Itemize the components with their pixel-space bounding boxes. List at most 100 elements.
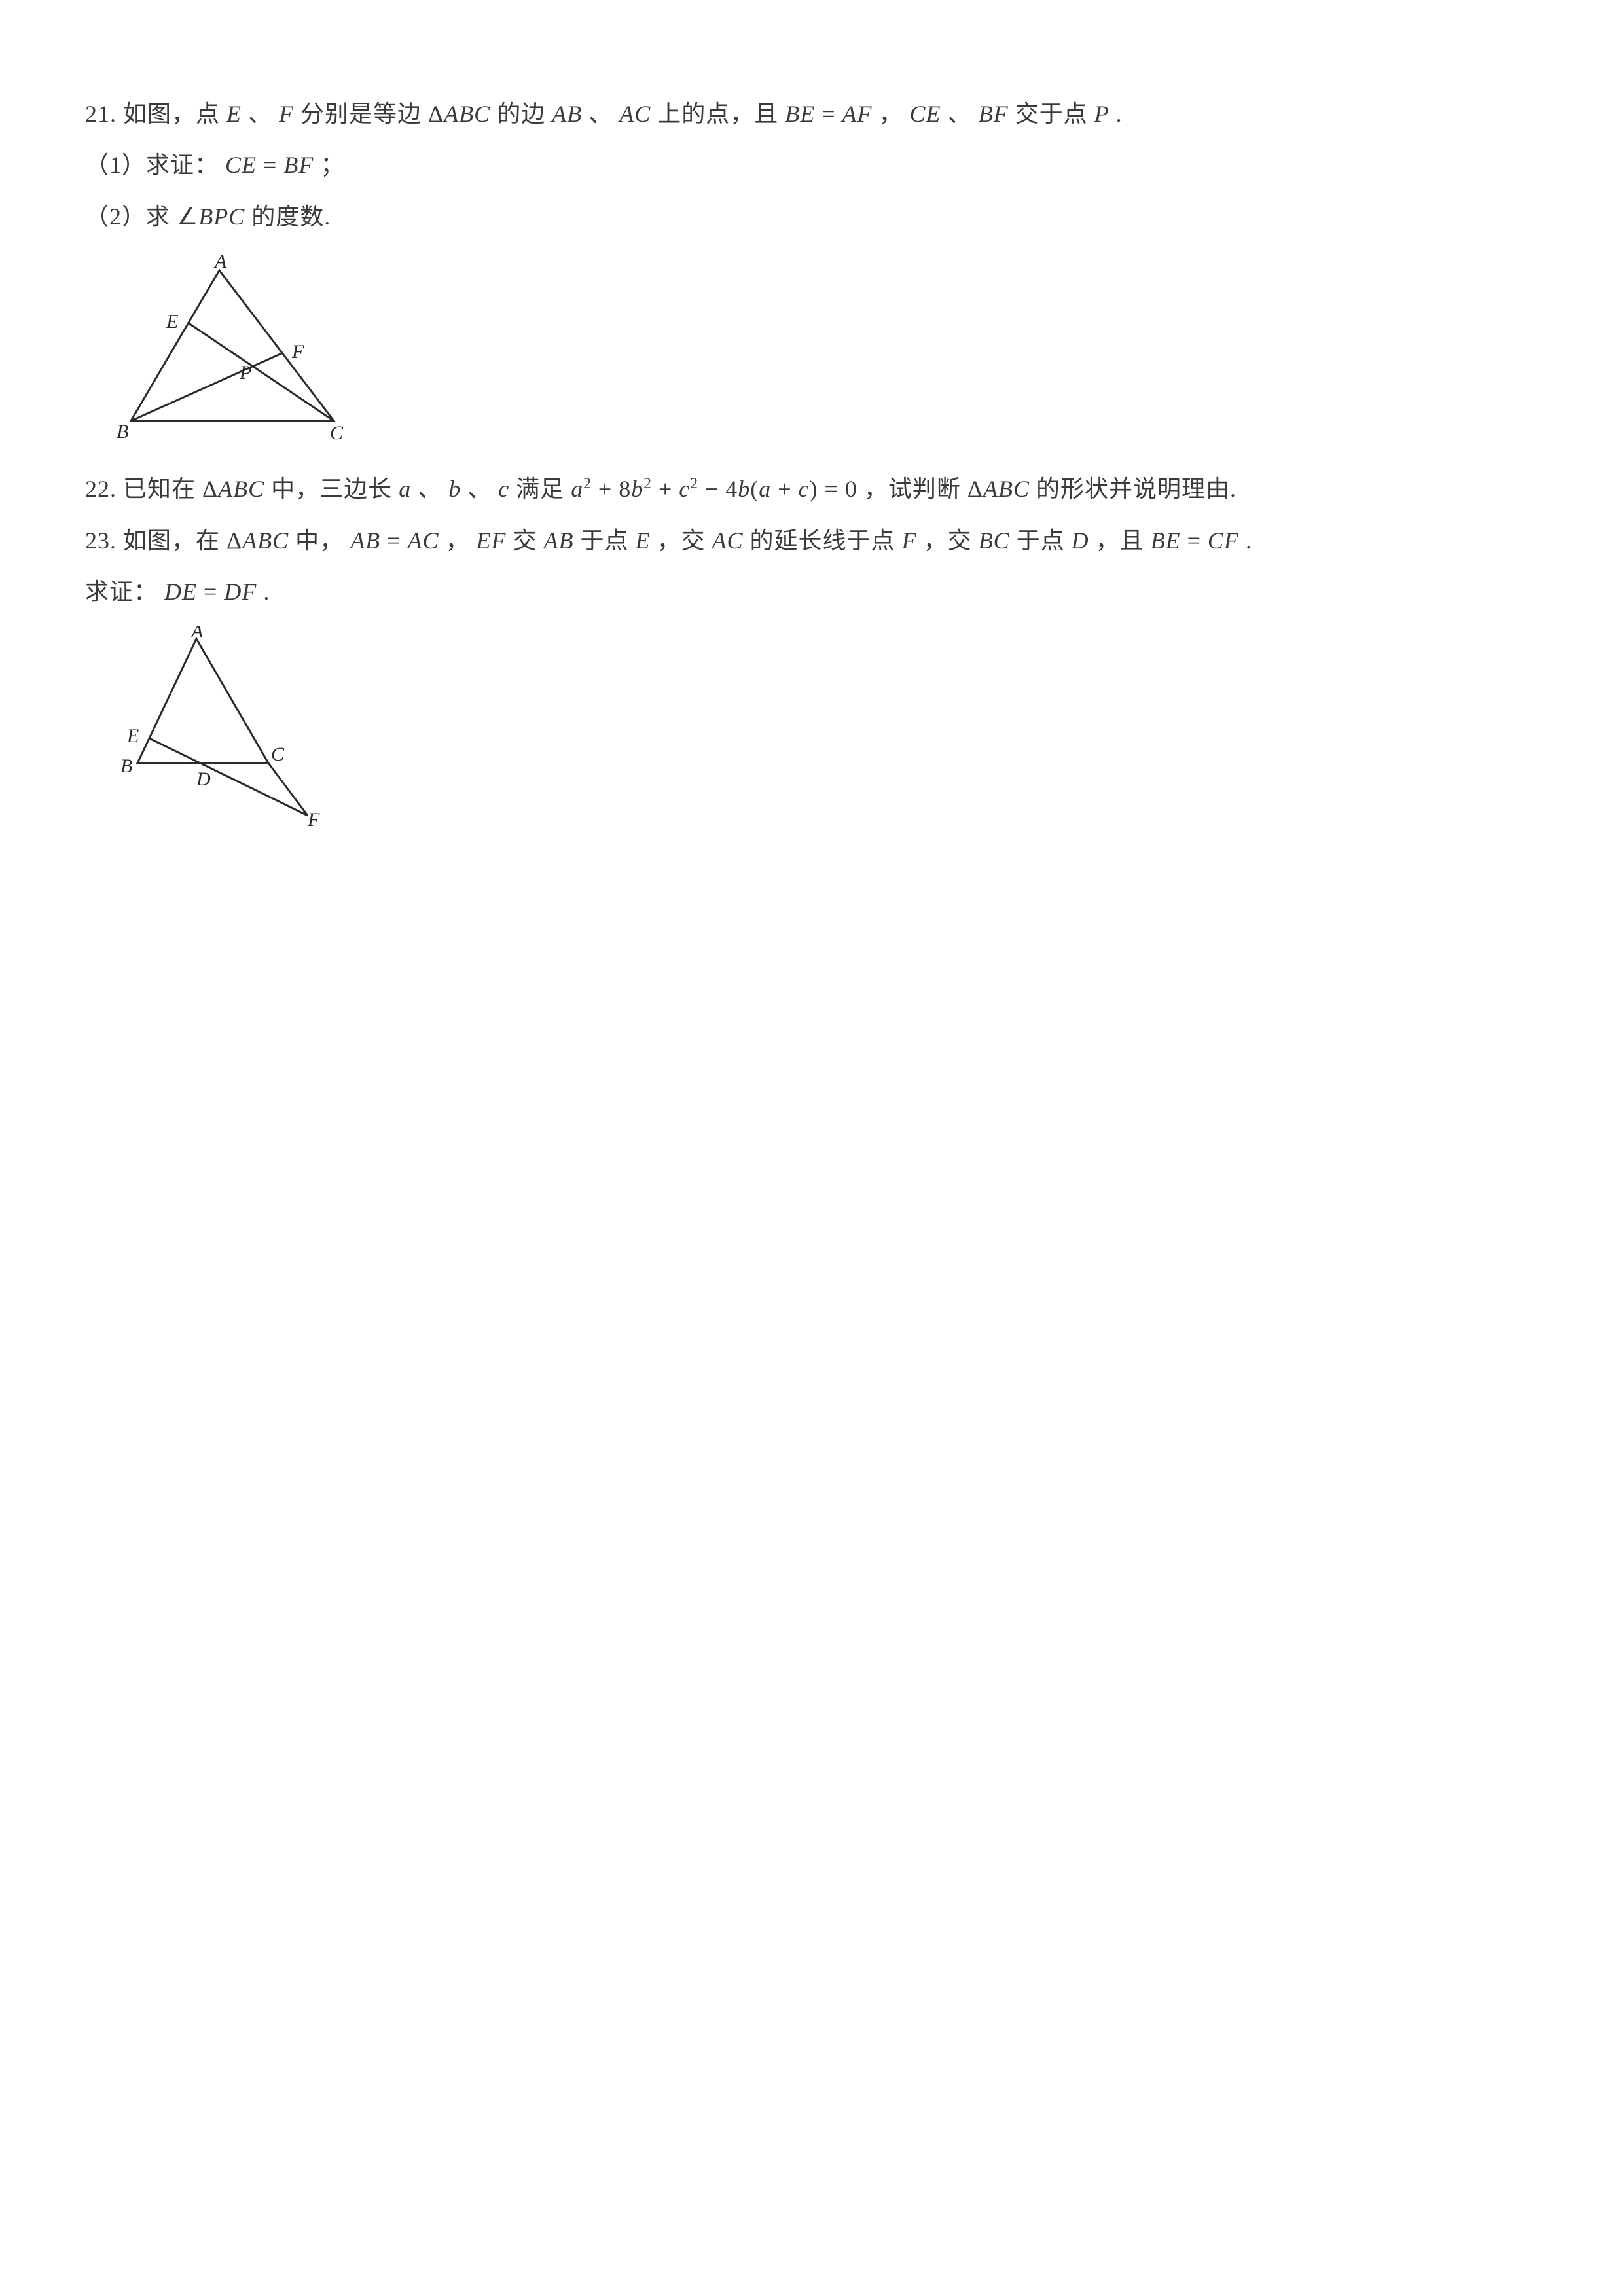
df: DF	[224, 579, 257, 605]
delta: Δ	[226, 528, 242, 554]
q21-stem: 21. 如图，点 E 、 F 分别是等边 ΔABC 的边 AB 、 AC 上的点…	[85, 92, 1539, 136]
op: +	[652, 476, 679, 502]
eq: =	[197, 579, 224, 605]
label-F: F	[307, 809, 320, 829]
text: 的度数.	[251, 204, 331, 230]
line-ce	[189, 323, 334, 422]
bf: BF	[283, 152, 314, 178]
q23-prove: 求证： DE = DF .	[85, 569, 1539, 614]
text: ，试判断	[864, 476, 961, 502]
delta: Δ	[428, 101, 444, 127]
q22-number: 22.	[85, 476, 117, 502]
ce: CE	[910, 101, 941, 127]
cf: CF	[1208, 528, 1239, 554]
var-F: F	[279, 101, 294, 127]
text: 求证：	[85, 579, 158, 605]
text: ，	[446, 528, 470, 554]
abc: ABC	[218, 476, 264, 502]
text: 满足	[516, 476, 564, 502]
text: 、	[418, 476, 442, 502]
ac: AC	[712, 528, 744, 554]
var-b: b	[448, 476, 461, 502]
text: ，交	[657, 528, 706, 554]
var-E: E	[226, 101, 242, 127]
text: 、	[588, 101, 613, 127]
q21-sub1: （1）求证： CE = BF ；	[85, 143, 1539, 187]
label-B: B	[117, 421, 128, 442]
text: 、	[248, 101, 272, 127]
label-E: E	[126, 725, 139, 747]
triangle-abc	[137, 639, 268, 763]
text: （2）求	[85, 204, 170, 230]
text: ；	[320, 152, 344, 178]
var-a: a	[399, 476, 411, 502]
text: 交	[513, 528, 537, 554]
rp: ) = 0	[810, 476, 857, 502]
E: E	[636, 528, 651, 554]
text: 如图，在	[123, 528, 220, 554]
label-P: P	[239, 362, 251, 384]
q21-figure: A E P F B C	[111, 251, 1539, 447]
abc: ABC	[983, 476, 1030, 502]
a: a	[759, 476, 771, 502]
text: ，交	[924, 528, 972, 554]
q23-svg: A E B D C F	[111, 626, 347, 829]
b: b	[738, 476, 750, 502]
eq: =	[380, 528, 407, 554]
bpc: BPC	[198, 204, 245, 230]
line-bf	[131, 353, 282, 422]
eq: =	[815, 101, 842, 127]
label-E: E	[166, 311, 178, 332]
eq: =	[257, 152, 283, 178]
ef: EF	[477, 528, 507, 554]
text: 、	[948, 101, 972, 127]
text: .	[263, 579, 270, 605]
q22-stem: 22. 已知在 ΔABC 中，三边长 a 、 b 、 c 满足 a2 + 8b2…	[85, 467, 1539, 511]
text: 于点	[1017, 528, 1065, 554]
text: 中，三边长	[271, 476, 392, 502]
text: 的边	[497, 101, 545, 127]
var-c: c	[498, 476, 509, 502]
text: 分别是等边	[300, 101, 422, 127]
b: b	[631, 476, 643, 502]
be: BE	[1151, 528, 1181, 554]
sq: 2	[690, 475, 698, 492]
c: c	[799, 476, 810, 502]
line-cf	[268, 763, 308, 816]
text: 如图，点	[123, 101, 220, 127]
text: .	[1116, 101, 1123, 127]
label-C: C	[271, 744, 285, 765]
text: 上的点，且	[657, 101, 778, 127]
text: 的延长线于点	[750, 528, 895, 554]
angle: ∠	[177, 204, 198, 230]
eq: =	[1181, 528, 1208, 554]
delta: Δ	[202, 476, 218, 502]
label-F: F	[291, 341, 304, 363]
lp: (	[750, 476, 759, 502]
q21-number: 21.	[85, 101, 117, 127]
label-C: C	[330, 422, 344, 444]
D: D	[1072, 528, 1089, 554]
q23-figure: A E B D C F	[111, 626, 1539, 829]
bc: BC	[979, 528, 1010, 554]
delta: Δ	[967, 476, 983, 502]
bf: BF	[979, 101, 1009, 127]
q23-number: 23.	[85, 528, 117, 554]
text: （1）求证：	[85, 152, 219, 178]
ce: CE	[225, 152, 257, 178]
expr: a2 + 8b2 + c2 − 4b(a + c) = 0	[571, 476, 864, 502]
op: +	[771, 476, 798, 502]
ac: AC	[407, 528, 439, 554]
text: 、	[467, 476, 492, 502]
label-B: B	[120, 755, 132, 777]
label-D: D	[196, 768, 211, 790]
label-A: A	[190, 626, 204, 642]
text: .	[1246, 528, 1252, 554]
abc: ABC	[242, 528, 289, 554]
a: a	[571, 476, 583, 502]
page: 21. 如图，点 E 、 F 分别是等边 ΔABC 的边 AB 、 AC 上的点…	[0, 0, 1624, 829]
q23-stem: 23. 如图，在 ΔABC 中， AB = AC ， EF 交 AB 于点 E …	[85, 518, 1539, 563]
af: AF	[842, 101, 873, 127]
text: 于点	[581, 528, 629, 554]
ab: AB	[350, 528, 380, 554]
